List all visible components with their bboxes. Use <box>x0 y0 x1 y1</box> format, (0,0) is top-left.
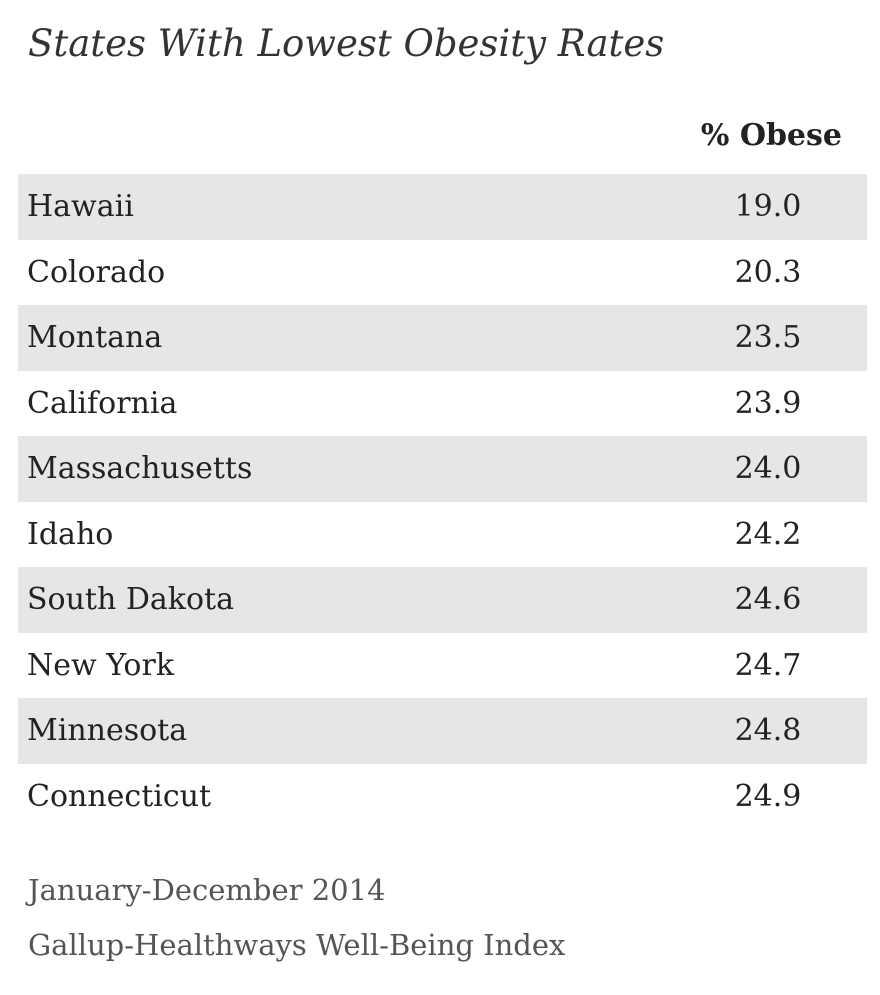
table-row: South Dakota 24.6 <box>18 567 867 633</box>
table-row: Massachusetts 24.0 <box>18 436 867 502</box>
chart-title: States With Lowest Obesity Rates <box>28 22 665 65</box>
table-row: Hawaii 19.0 <box>18 174 867 240</box>
table-row: Montana 23.5 <box>18 305 867 371</box>
table-row: California 23.9 <box>18 371 867 437</box>
state-name: Colorado <box>27 254 166 290</box>
table-row: Idaho 24.2 <box>18 502 867 568</box>
obesity-rate-value: 24.6 <box>734 582 802 617</box>
obesity-rate-value: 23.9 <box>734 385 802 421</box>
obesity-rate-value: 24.7 <box>734 647 802 683</box>
date-range-note: January-December 2014 <box>28 873 386 907</box>
state-name: Minnesota <box>27 713 188 748</box>
state-name: Montana <box>27 320 163 355</box>
table-row: Minnesota 24.8 <box>18 698 867 764</box>
obesity-rate-value: 24.2 <box>734 516 802 552</box>
source-note: Gallup-Healthways Well-Being Index <box>28 928 566 962</box>
state-name: California <box>27 385 178 421</box>
obesity-rate-value: 24.0 <box>734 451 802 486</box>
obesity-rate-value: 24.9 <box>734 778 802 814</box>
state-name: Idaho <box>27 516 114 552</box>
column-header-obese: % Obese <box>700 118 842 153</box>
obesity-rate-value: 24.8 <box>734 713 802 748</box>
state-name: Connecticut <box>27 778 212 814</box>
obesity-rate-value: 19.0 <box>734 189 802 224</box>
state-name: South Dakota <box>27 582 234 617</box>
data-table: Hawaii 19.0 Colorado 20.3 Montana 23.5 Califor… <box>18 174 867 829</box>
state-name: Hawaii <box>27 189 134 224</box>
state-name: New York <box>27 647 174 683</box>
obesity-rate-value: 20.3 <box>734 254 802 290</box>
obesity-rate-value: 23.5 <box>734 320 802 355</box>
table-row: Colorado 20.3 <box>18 240 867 306</box>
state-name: Massachusetts <box>27 451 253 486</box>
table-row: Connecticut 24.9 <box>18 764 867 830</box>
table-row: New York 24.7 <box>18 633 867 699</box>
